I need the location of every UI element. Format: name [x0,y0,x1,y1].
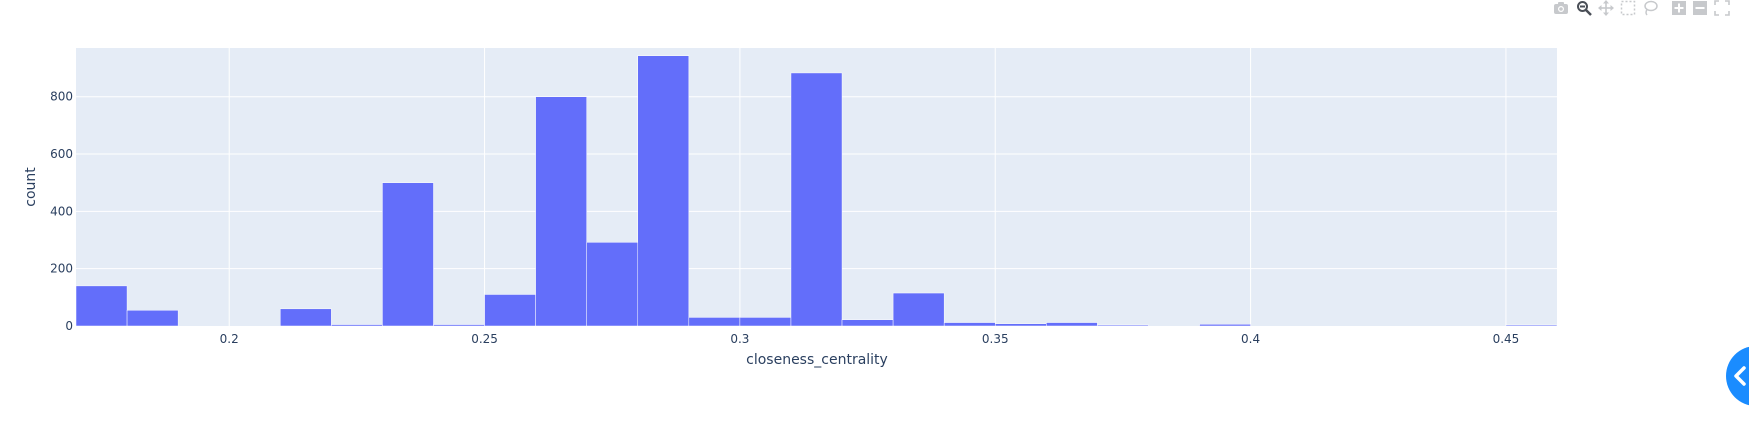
histogram-bar[interactable] [892,292,945,327]
histogram-bar[interactable] [1505,324,1558,327]
histogram-bar[interactable] [841,319,894,327]
histogram-bar[interactable] [790,72,843,327]
camera-icon[interactable] [1553,0,1571,16]
x-axis-ticks: 0.2 0.25 0.3 0.35 0.4 0.45 [220,332,1520,346]
lasso-icon[interactable] [1642,0,1660,16]
y-tick-label: 800 [50,90,73,104]
zoom-out-icon[interactable] [1692,0,1710,16]
histogram-bar[interactable] [1046,322,1098,327]
x-tick-label: 0.3 [730,332,749,346]
histogram-bar[interactable] [994,323,1047,327]
bars [75,55,1558,327]
histogram-bar[interactable] [75,285,128,327]
y-tick-label: 200 [50,262,73,276]
histogram-bar[interactable] [535,96,587,327]
x-tick-label: 0.25 [471,332,498,346]
chevron-left-icon [1734,366,1746,386]
y-axis-title: count [23,167,39,207]
histogram-bar[interactable] [484,294,536,327]
pan-icon[interactable] [1598,0,1616,16]
histogram-bar[interactable] [943,322,996,327]
x-tick-label: 0.4 [1241,332,1260,346]
histogram-bar[interactable] [1199,324,1251,327]
y-tick-label: 0 [65,319,73,333]
zoom-icon[interactable] [1576,0,1594,16]
x-tick-label: 0.2 [220,332,239,346]
histogram-bar[interactable] [688,317,741,327]
histogram-bar[interactable] [280,308,332,327]
histogram-bar[interactable] [1097,324,1149,327]
histogram-bar[interactable] [586,242,639,327]
histogram-bar[interactable] [637,55,690,327]
histogram-bar[interactable] [331,324,383,327]
autoscale-icon[interactable] [1714,0,1732,16]
y-tick-label: 600 [50,147,73,161]
histogram-bar[interactable] [126,309,179,327]
x-tick-label: 0.35 [982,332,1009,346]
histogram-bar[interactable] [433,324,485,327]
zoom-in-icon[interactable] [1671,0,1689,16]
histogram-bar[interactable] [382,182,434,327]
y-tick-label: 400 [50,204,73,218]
x-tick-label: 0.45 [1493,332,1520,346]
collapse-panel-button[interactable] [1726,346,1749,406]
y-axis-ticks: 0 200 400 600 800 [50,90,73,333]
x-axis-title: closeness_centrality [746,352,888,368]
box-select-icon[interactable] [1620,0,1638,16]
histogram-bar[interactable] [739,317,792,327]
